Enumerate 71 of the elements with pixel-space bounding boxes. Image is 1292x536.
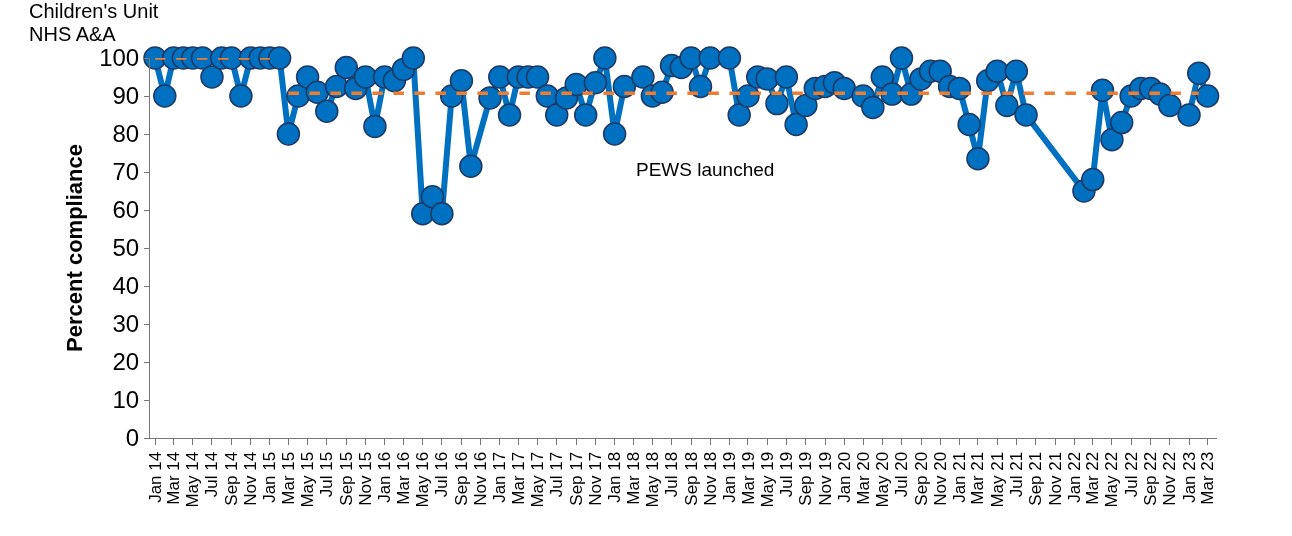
x-tick-label: Sep 21: [1026, 451, 1046, 506]
x-tick-label: Sep 18: [681, 451, 701, 506]
x-tick-label: Sep 16: [451, 451, 471, 506]
y-tick-label: 30: [112, 310, 140, 338]
x-tick-label: May 18: [642, 451, 662, 508]
x-tick-label: Nov 15: [356, 451, 376, 506]
x-tick-label: Mar 20: [853, 451, 873, 505]
y-tick-label: 50: [112, 234, 140, 262]
x-tick-label: Jan 19: [719, 451, 739, 503]
x-tick-label: Mar 18: [623, 451, 643, 505]
x-tick-label: May 14: [183, 451, 203, 508]
y-tick-label: 60: [112, 196, 140, 224]
x-tick-label: Jul 19: [776, 451, 796, 498]
x-tick-label: Jan 21: [949, 451, 969, 503]
x-tick-label: Nov 18: [700, 451, 720, 506]
x-tick-label: Jul 22: [1121, 451, 1141, 498]
x-tick-label: Sep 19: [796, 451, 816, 506]
x-tick-label: Jan 16: [375, 451, 395, 503]
x-tick-label: Jan 18: [605, 451, 625, 503]
x-tick-label: Mar 22: [1083, 451, 1103, 505]
x-tick-label: Jan 23: [1179, 451, 1199, 503]
x-tick-label: May 16: [413, 451, 433, 508]
x-tick-label: Jul 18: [662, 451, 682, 498]
x-tick-label: May 22: [1102, 451, 1122, 508]
x-tick-label: Mar 21: [968, 451, 988, 505]
x-tick-label: Jan 17: [490, 451, 510, 503]
x-tick-label: Jan 15: [260, 451, 280, 503]
x-tick-label: Nov 16: [471, 451, 491, 506]
x-tick-label: Sep 17: [566, 451, 586, 506]
x-tick-label: Jul 15: [317, 451, 337, 498]
y-tick-label: 0: [125, 424, 140, 452]
y-tick-label: 10: [112, 386, 140, 414]
y-tick-label: 80: [112, 120, 140, 148]
y-tick-label: 100: [99, 44, 140, 72]
x-tick-label: Sep 15: [336, 451, 356, 506]
x-tick-label: Mar 16: [394, 451, 414, 505]
x-tick-label: May 20: [872, 451, 892, 508]
chart-subtitle: NHS A&A: [29, 23, 117, 45]
y-tick-label: 70: [112, 158, 140, 186]
x-tick-label: Jul 21: [1006, 451, 1026, 498]
x-tick-label: Nov 20: [930, 451, 950, 506]
annotation: PEWS launched: [636, 159, 775, 180]
x-tick-label: Nov 19: [815, 451, 835, 506]
x-tick-label: Jul 14: [202, 451, 222, 498]
y-tick-label: 40: [112, 272, 140, 300]
x-tick-label: Nov 22: [1160, 451, 1180, 506]
x-tick-label: May 17: [528, 451, 548, 508]
x-tick-label: May 21: [987, 451, 1007, 508]
x-tick-label: Jul 16: [432, 451, 452, 498]
x-tick-label: Mar 14: [164, 451, 184, 505]
x-tick-label: Jan 22: [1064, 451, 1084, 503]
x-tick-label: Nov 17: [585, 451, 605, 506]
x-tick-label: Nov 14: [241, 451, 261, 506]
x-tick-label: Mar 19: [738, 451, 758, 505]
x-tick-label: Mar 17: [508, 451, 528, 505]
x-tick-label: Mar 23: [1198, 451, 1218, 505]
x-tick-label: Sep 14: [221, 451, 241, 506]
x-tick-label: Sep 20: [911, 451, 931, 506]
x-tick-label: Sep 22: [1141, 451, 1161, 506]
x-tick-label: Jan 14: [145, 451, 165, 503]
x-tick-label: May 19: [757, 451, 777, 508]
x-tick-label: May 15: [298, 451, 318, 508]
x-tick-label: Nov 21: [1045, 451, 1065, 506]
x-tick-label: Mar 15: [278, 451, 298, 505]
x-tick-label: Jan 20: [834, 451, 854, 503]
chart-title: Children's Unit: [29, 0, 159, 22]
y-tick-label: 20: [112, 348, 140, 376]
x-tick-label: Jul 17: [547, 451, 567, 498]
y-tick-label: 90: [112, 82, 140, 110]
y-axis-title: Percent compliance: [61, 144, 87, 352]
x-tick-label: Jul 20: [892, 451, 912, 498]
